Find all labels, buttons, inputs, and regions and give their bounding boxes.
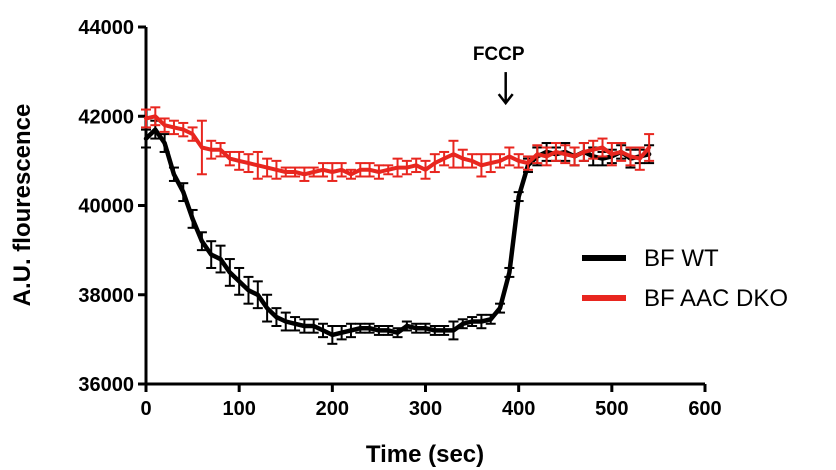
- fccp-arrow-icon: [497, 72, 514, 106]
- x-tick-label: 300: [409, 398, 442, 420]
- x-tick-label: 600: [688, 398, 721, 420]
- x-tick-label: 200: [316, 398, 349, 420]
- legend-label-bf-wt: BF WT: [644, 245, 719, 272]
- y-axis-title: A.U. flourescence: [9, 104, 36, 307]
- series-layer: [141, 106, 655, 345]
- x-tick-label: 100: [222, 398, 255, 420]
- error-bars: [141, 106, 655, 182]
- x-tick-label: 400: [502, 398, 535, 420]
- x-tick-label: 0: [140, 398, 151, 420]
- y-tick-label: 44000: [78, 17, 134, 39]
- y-tick-label: 38000: [78, 285, 134, 307]
- y-axis-ticks: 36000 38000 40000 42000 44000: [78, 17, 146, 396]
- series-bf-aac-dko: [141, 106, 655, 182]
- x-tick-label: 500: [595, 398, 628, 420]
- fccp-annotation-label: FCCP: [473, 44, 525, 65]
- legend: BF WT BF AAC DKO: [582, 245, 788, 312]
- arrow-head: [497, 93, 514, 106]
- y-tick-label: 40000: [78, 196, 134, 218]
- x-axis-title: Time (sec): [366, 441, 484, 468]
- y-tick-label: 42000: [78, 106, 134, 128]
- legend-label-bf-aac-dko: BF AAC DKO: [644, 285, 788, 312]
- y-tick-label: 36000: [78, 374, 134, 396]
- x-axis-ticks: 0 100 200 300 400 500 600: [140, 384, 722, 420]
- series-line: [144, 114, 652, 177]
- annotations: FCCP: [473, 44, 525, 106]
- axes: 36000 38000 40000 42000 44000 0 100 200 300 400 5…: [78, 17, 721, 420]
